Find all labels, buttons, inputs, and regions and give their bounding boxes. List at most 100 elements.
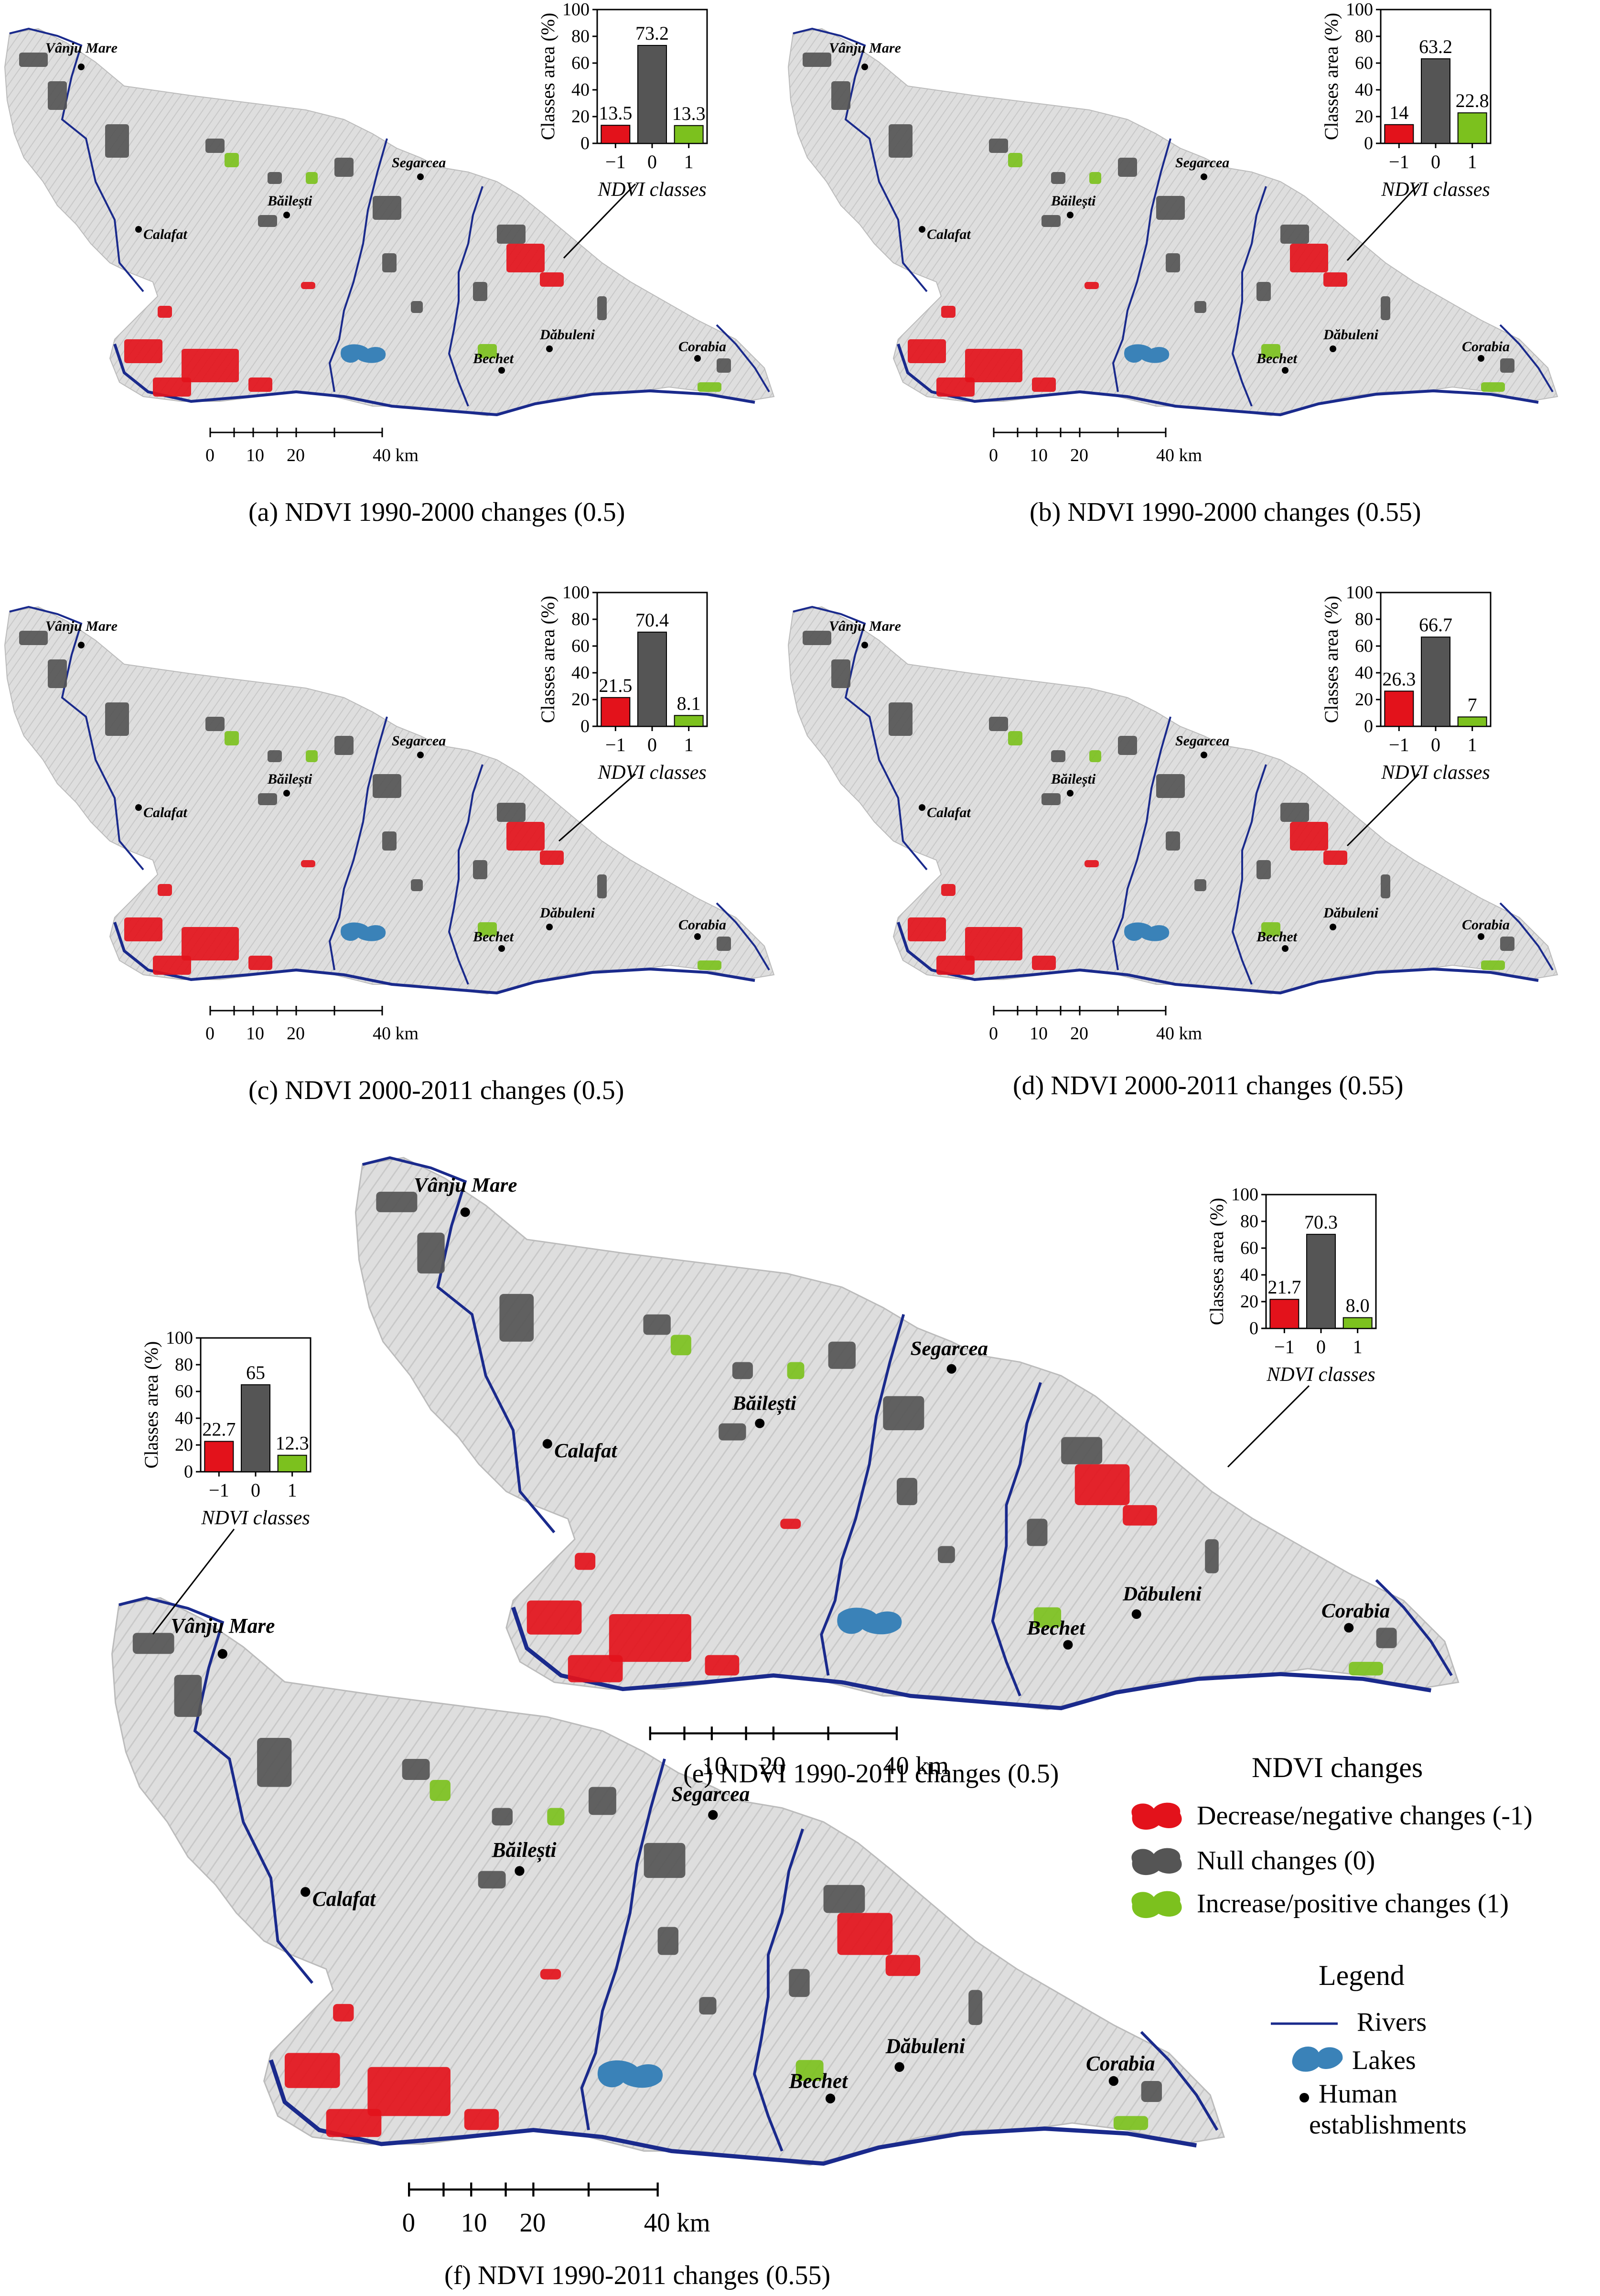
scale-tick-label: 20 [1070,445,1088,465]
ndvi-patch-decrease [540,1969,561,1980]
ndvi-patch-increase [1261,922,1280,937]
ndvi-patch-decrease [575,1552,596,1570]
ndvi-patch-decrease [1085,282,1099,289]
place-label-dabuleni: Dăbuleni [539,905,595,921]
bar-null [241,1384,270,1472]
y-tick-label: 80 [1355,609,1373,629]
x-axis-label: NDVI classes [1266,1364,1375,1386]
null-swatch-icon [1131,1848,1182,1876]
bar-decrease [204,1441,234,1473]
x-tick-label: 1 [1353,1336,1363,1358]
x-tick-label: 1 [1468,734,1477,755]
ndvi-patch-null [478,1871,506,1889]
river-desnatui [1112,138,1171,392]
ndvi-patch-null [382,831,397,851]
y-tick-label: 40 [571,80,590,100]
place-label-segarcea: Segarcea [1175,733,1229,749]
y-tick-label: 60 [571,53,590,73]
ndvi-patch-decrease [153,956,191,975]
x-tick-label: −1 [605,151,626,172]
place-label-segarcea: Segarcea [911,1337,988,1360]
ndvi-patch-null [132,1633,174,1654]
ndvi-patch-null [597,874,607,898]
settlement-dot-bailesti [1067,212,1074,218]
place-label-bechet: Bechet [1256,929,1298,945]
legend-decrease-label: Decrease/negative changes (-1) [1197,1801,1533,1831]
x-tick-label: 1 [1468,151,1477,172]
ndvi-patch-null [831,659,850,688]
y-tick-label: 40 [175,1408,193,1428]
ndvi-patch-decrease [284,2053,340,2088]
y-tick-label: 60 [175,1381,193,1401]
bar-value-label: 73.2 [635,22,669,44]
bar-decrease [1384,124,1414,144]
ndvi-patch-null [268,172,282,184]
ndvi-patch-null [268,750,282,762]
y-tick-label: 80 [571,26,590,46]
ndvi-patch-null [1061,1437,1103,1465]
ndvi-patch-null [417,1232,445,1274]
ndvi-patch-increase [1261,344,1280,358]
ndvi-patch-increase [787,1362,805,1380]
legend-lakes-label: Lakes [1352,2046,1416,2075]
river-desnatui [328,716,388,970]
legend-increase-label: Increase/positive changes (1) [1197,1889,1509,1919]
ndvi-patch-decrease [526,1600,582,1635]
settlement-dot-corabia [694,355,701,362]
y-tick-label: 40 [1355,80,1373,100]
settlement-dot-bailesti [283,790,290,797]
settlement-dot-vanju-mare [78,64,85,70]
ndvi-patch-decrease [333,2004,354,2022]
river-jiu [448,764,483,985]
lake-shape [597,2060,663,2088]
ndvi-patch-decrease [1323,851,1347,865]
ndvi-patch-decrease [540,851,564,865]
ndvi-patch-null [789,1969,810,1997]
ndvi-patch-null [1280,803,1309,822]
scale-tick-label: 0 [205,445,215,465]
ndvi-patch-null [258,793,277,805]
scale-bar: 0 10 20 40 km [402,2182,710,2237]
map-panel-a: Vânju Mare Segarcea Băilești Calafat Dăbulen… [4,27,775,465]
ndvi-patch-null [1051,750,1065,762]
ndvi-patch-null [699,1997,717,2015]
ndvi-patch-null [896,1477,917,1505]
caption-e: (e) NDVI 1990-2011 changes (0.5) [683,1759,1059,1789]
x-axis-label: NDVI classes [597,179,706,201]
ndvi-patch-decrease [301,860,315,867]
ndvi-patch-null [48,81,67,110]
caption-d: (d) NDVI 2000-2011 changes (0.55) [1013,1071,1404,1100]
map-panel-f: Vânju Mare Segarcea Băilești Calafat Dăbulen… [111,1596,1225,2237]
x-axis-label: NDVI classes [1381,179,1490,201]
y-tick-label: 0 [1249,1318,1258,1338]
place-label-vanju-mare: Vânju Mare [171,1615,275,1638]
ndvi-patch-null [989,139,1008,153]
scale-tick-label: 20 [1070,1024,1088,1044]
ndvi-patch-null [473,860,487,879]
ndvi-patch-decrease [326,2109,382,2137]
river-olt [1499,324,1554,393]
ndvi-patch-null [411,301,423,313]
ndvi-patch-null [19,53,48,67]
x-axis-label: NDVI classes [201,1507,310,1529]
scale-bar: 0 10 20 40 km [989,1006,1202,1044]
y-tick-label: 80 [571,609,590,629]
place-label-bechet: Bechet [1256,351,1298,366]
ndvi-patch-increase [1481,382,1505,392]
place-label-bechet: Bechet [472,929,515,945]
settlement-dot-bailesti [515,1866,525,1876]
ndvi-patch-increase [1089,172,1101,184]
x-tick-label: 0 [251,1479,260,1501]
ndvi-patch-decrease [936,377,975,397]
y-tick-label: 80 [1355,26,1373,46]
settlement-dot-dabuleni [1131,1609,1141,1619]
settlement-dot-vanju-mare [460,1207,470,1217]
place-label-bailesti: Băilești [1051,771,1096,787]
settlement-dot-dabuleni [894,2062,904,2072]
bar-decrease [1384,690,1414,727]
scale-tick-label: 10 [246,445,264,465]
lake-icon [1292,2047,1343,2072]
ndvi-patch-null [938,1546,955,1563]
settlement-dot-corabia [1108,2076,1118,2086]
legend-title: Legend [1319,1960,1405,1991]
